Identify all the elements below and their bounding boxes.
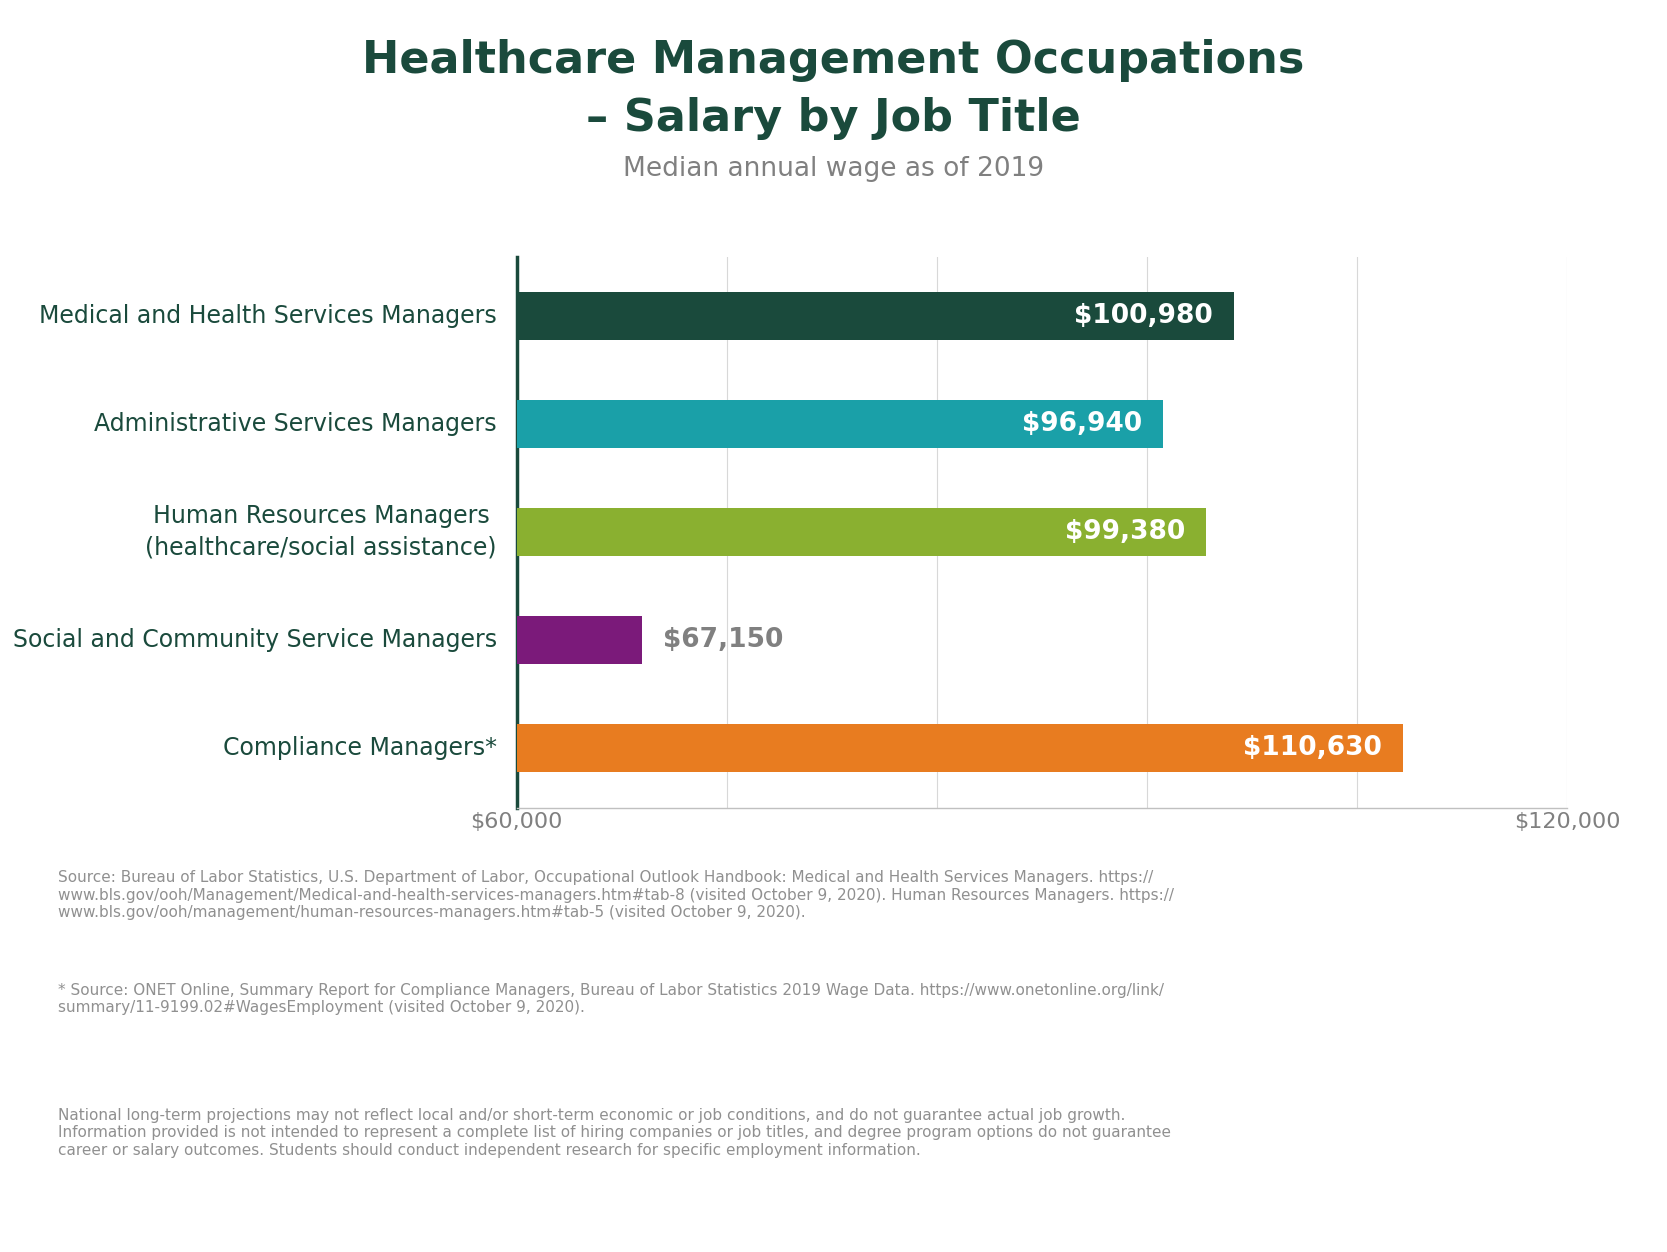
Text: Median annual wage as of 2019: Median annual wage as of 2019 — [623, 156, 1044, 182]
Text: Compliance Managers*: Compliance Managers* — [223, 736, 497, 760]
Text: Human Resources Managers
(healthcare/social assistance): Human Resources Managers (healthcare/soc… — [145, 505, 497, 560]
Bar — [517, 292, 1234, 341]
Text: Medical and Health Services Managers: Medical and Health Services Managers — [38, 304, 497, 328]
Text: $100,980: $100,980 — [1074, 303, 1214, 329]
Text: Administrative Services Managers: Administrative Services Managers — [93, 412, 497, 436]
Text: Healthcare Management Occupations: Healthcare Management Occupations — [362, 39, 1305, 81]
Text: Social and Community Service Managers: Social and Community Service Managers — [13, 629, 497, 652]
Text: $96,940: $96,940 — [1022, 411, 1142, 437]
Text: Source: Bureau of Labor Statistics, U.S. Department of Labor, Occupational Outlo: Source: Bureau of Labor Statistics, U.S.… — [58, 870, 1174, 920]
Text: – Salary by Job Title: – Salary by Job Title — [587, 98, 1080, 140]
Bar — [517, 399, 1164, 448]
Bar — [517, 508, 1205, 556]
Text: $67,150: $67,150 — [663, 627, 783, 654]
Text: $110,630: $110,630 — [1244, 735, 1382, 761]
Bar — [517, 616, 642, 665]
Text: * Source: ONET Online, Summary Report for Compliance Managers, Bureau of Labor S: * Source: ONET Online, Summary Report fo… — [58, 983, 1164, 1015]
Text: National long-term projections may not reflect local and/or short-term economic : National long-term projections may not r… — [58, 1108, 1172, 1158]
Text: $99,380: $99,380 — [1065, 520, 1185, 545]
Bar — [517, 724, 1404, 772]
